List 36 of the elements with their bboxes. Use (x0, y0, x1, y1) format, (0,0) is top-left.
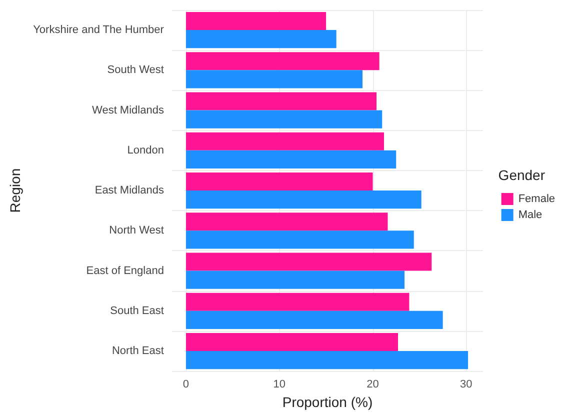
bar (186, 110, 382, 128)
y-tick-label: North East (112, 345, 164, 358)
bar (186, 172, 373, 191)
y-axis-title: Region (7, 168, 23, 213)
bar (186, 252, 432, 271)
bar (186, 332, 398, 352)
bar (186, 12, 326, 30)
y-tick-label: East Midlands (94, 184, 164, 197)
bar (186, 92, 377, 110)
bar (186, 292, 410, 311)
legend-label: Male (518, 209, 542, 221)
x-tick-label: 20 (366, 378, 379, 391)
y-tick-label: West Midlands (92, 104, 164, 116)
bar (186, 52, 380, 70)
x-tick-label: 30 (460, 378, 472, 391)
y-tick-label: Yorkshire and The Humber (33, 24, 164, 36)
bar (186, 132, 384, 150)
y-tick-label: South East (110, 304, 164, 317)
bar (186, 212, 388, 231)
bar (186, 230, 414, 249)
bar (186, 310, 443, 329)
x-axis-title: Proportion (%) (282, 394, 373, 410)
bar (186, 270, 405, 289)
y-tick-label: London (127, 144, 164, 156)
legend-label: Female (518, 193, 556, 205)
bar (186, 351, 468, 370)
y-tick-label: South West (107, 64, 164, 76)
bar (186, 190, 422, 209)
y-tick-label: East of England (86, 264, 164, 277)
bar (186, 150, 396, 168)
bar (186, 70, 363, 88)
x-tick-label: 0 (182, 378, 190, 391)
x-tick-label: 10 (273, 378, 286, 391)
legend-title: Gender (498, 167, 546, 183)
y-tick-label: North West (109, 224, 164, 237)
bar (186, 30, 336, 48)
